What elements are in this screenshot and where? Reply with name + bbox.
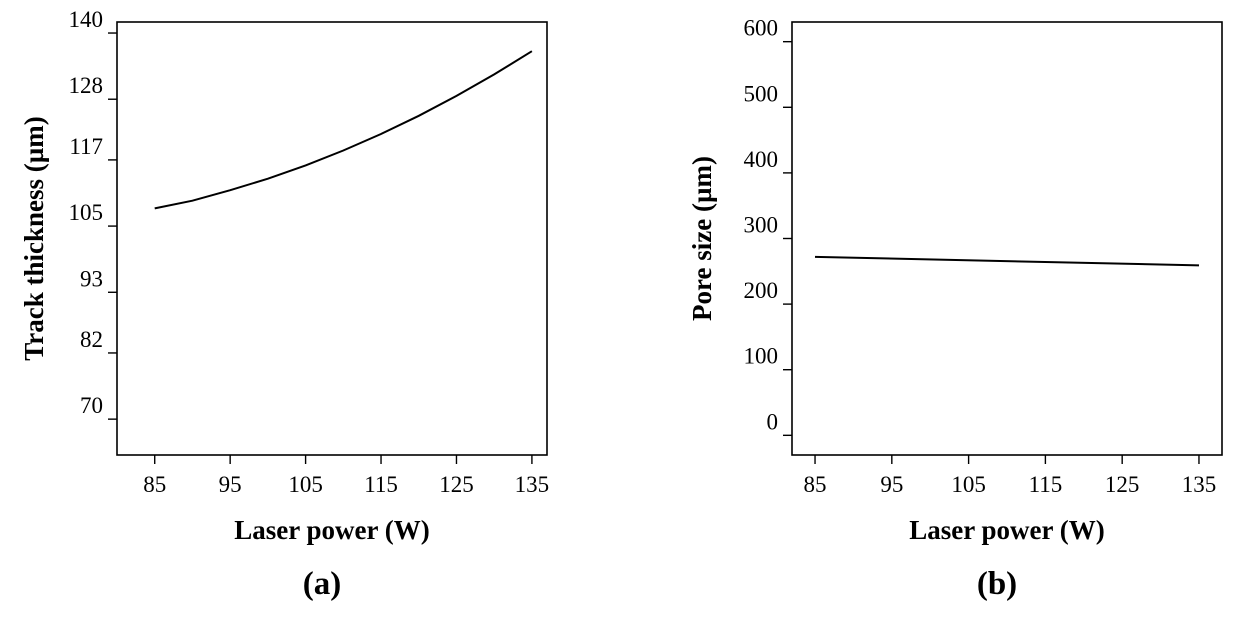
y-tick-label: 128 bbox=[69, 73, 104, 98]
y-tick-label: 100 bbox=[744, 344, 779, 369]
y-tick-label: 117 bbox=[69, 134, 103, 159]
y-tick-label: 82 bbox=[80, 327, 103, 352]
y-tick-label: 140 bbox=[69, 7, 104, 32]
x-tick-label: 85 bbox=[143, 472, 166, 497]
y-tick-label: 300 bbox=[744, 213, 779, 238]
plot-frame bbox=[791, 21, 1223, 456]
x-tick-label: 115 bbox=[364, 472, 398, 497]
x-axis-title: Laser power (W) bbox=[909, 515, 1104, 545]
panel-label: (b) bbox=[977, 566, 1017, 602]
y-tick-label: 105 bbox=[69, 200, 104, 225]
x-tick-label: 135 bbox=[1182, 472, 1217, 497]
x-axis-title: Laser power (W) bbox=[234, 515, 429, 545]
y-tick-label: 500 bbox=[744, 81, 779, 106]
chart-panel-b: 85 95 105 115 125 135 0 100 200 300 400 500 600 Laser… bbox=[687, 16, 1223, 602]
y-tick-label: 400 bbox=[744, 147, 779, 172]
y-tick-label: 200 bbox=[744, 278, 779, 303]
data-series-line bbox=[154, 50, 533, 210]
plot-frame bbox=[116, 21, 548, 456]
panel-label: (a) bbox=[303, 566, 341, 602]
y-tick-label: 600 bbox=[744, 16, 779, 41]
x-tick-label: 95 bbox=[880, 472, 903, 497]
x-tick-label: 85 bbox=[804, 472, 827, 497]
x-tick-label: 105 bbox=[288, 472, 323, 497]
y-tick-label: 93 bbox=[80, 266, 103, 291]
data-series-line bbox=[814, 255, 1200, 267]
y-axis-title: Track thickness (µm) bbox=[19, 116, 49, 361]
y-tick-label: 70 bbox=[80, 393, 103, 418]
x-tick-label: 115 bbox=[1029, 472, 1063, 497]
x-tick-label: 105 bbox=[951, 472, 986, 497]
chart-panel-a: 85 95 105 115 125 135 70 82 93 105 117 128 140 Laser … bbox=[19, 7, 549, 602]
x-tick-label: 125 bbox=[439, 472, 474, 497]
y-tick-label: 0 bbox=[767, 409, 779, 434]
x-tick-label: 95 bbox=[219, 472, 242, 497]
x-tick-label: 125 bbox=[1105, 472, 1140, 497]
y-axis-title: Pore size (µm) bbox=[687, 156, 717, 321]
x-tick-label: 135 bbox=[515, 472, 550, 497]
